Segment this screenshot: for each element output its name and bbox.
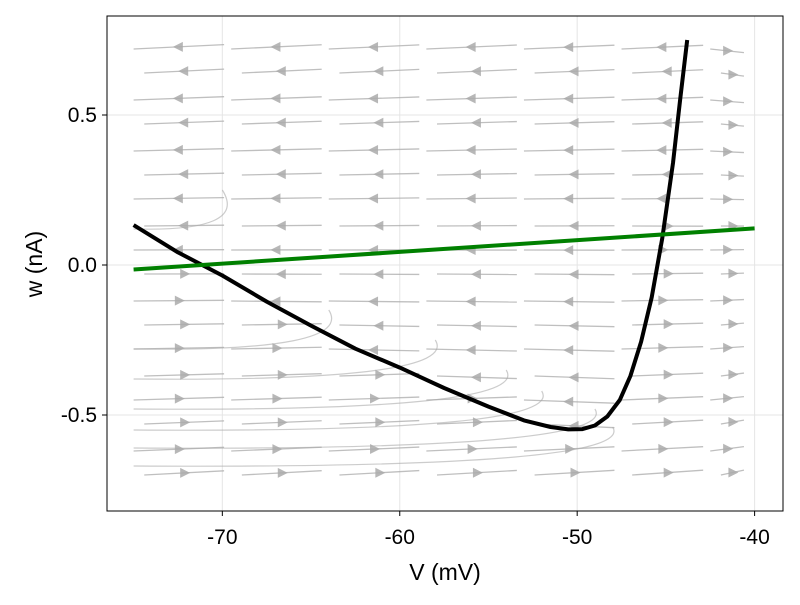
y-axis-ticks: -0.5 0.0 0.5 (61, 104, 107, 427)
x-tick-label: -70 (207, 526, 237, 549)
x-tick-label: -50 (562, 526, 592, 549)
y-tick-label: -0.5 (61, 404, 97, 427)
y-axis-label: w (nA) (21, 231, 47, 298)
x-tick-label: -40 (739, 526, 769, 549)
x-axis-label: V (mV) (409, 559, 481, 585)
x-axis-ticks: -70 -60 -50 -40 (207, 511, 770, 549)
y-tick-label: 0.5 (68, 104, 97, 127)
y-tick-label: 0.0 (68, 254, 97, 277)
x-tick-label: -60 (385, 526, 415, 549)
